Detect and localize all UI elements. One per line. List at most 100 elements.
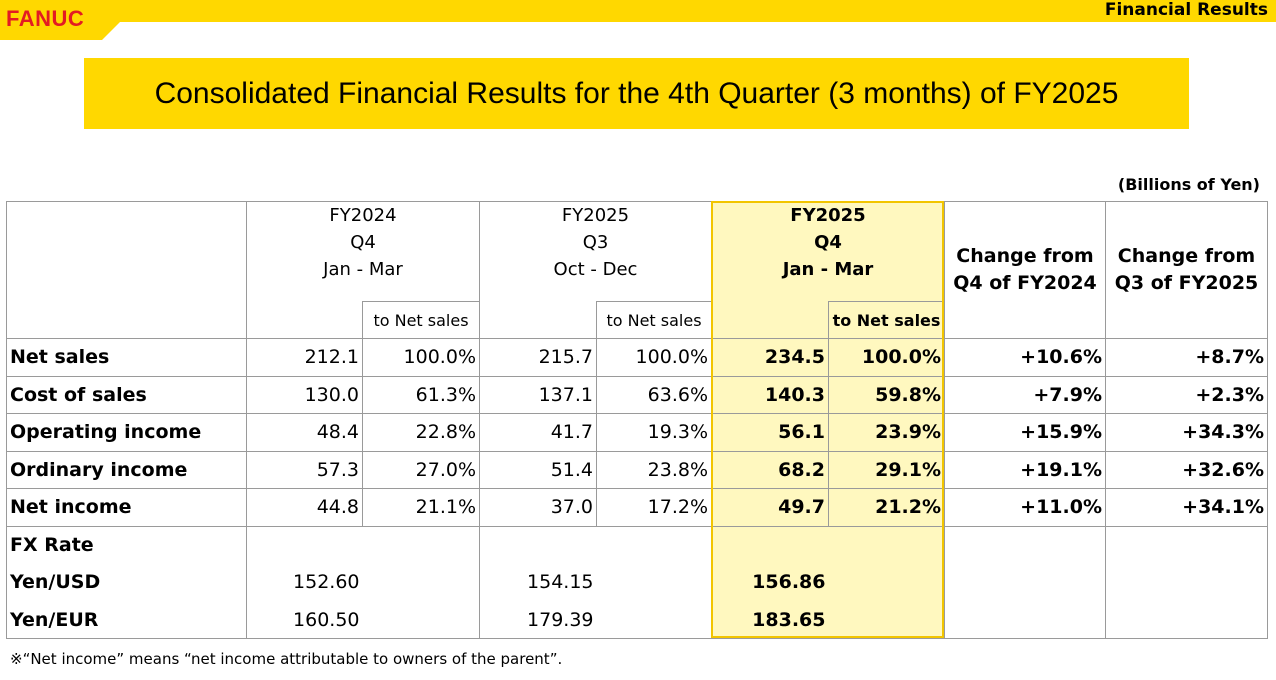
col-header-fy2024-q4: FY2024 Q4 Jan - Mar (246, 201, 480, 302)
col-header-fy2025-q4: FY2025 Q4 Jan - Mar (710, 201, 946, 302)
cell-percent-highlight: 21.2% (827, 488, 946, 527)
subheader-empty-cell (246, 301, 363, 339)
cell-percent: 22.8% (362, 413, 480, 452)
table-row-ordinary-income: Ordinary income 57.3 27.0% 51.4 23.8% 68… (6, 450, 1269, 489)
row-label: Cost of sales (6, 375, 247, 414)
cell-change-qoq: +2.3% (1105, 375, 1269, 414)
cell-value: 51.4 (479, 450, 597, 489)
fx-eur-fy2025-q3: 179.39 (479, 601, 597, 639)
fx-empty-cell (828, 525, 946, 564)
cell-percent: 100.0% (596, 338, 712, 377)
fx-empty-cell (1105, 601, 1269, 639)
unit-label: (Billions of Yen) (1117, 175, 1260, 194)
fx-empty-cell (362, 525, 480, 564)
cell-percent: 19.3% (596, 413, 712, 452)
cell-percent: 17.2% (596, 488, 712, 527)
footnote: ※“Net income” means “net income attribut… (10, 650, 563, 668)
cell-percent-highlight: 100.0% (827, 338, 946, 377)
col-header-fy2025-q3: FY2025 Q3 Oct - Dec (479, 201, 712, 302)
table-row-yen-eur: Yen/EUR 160.50 179.39 183.65 (6, 601, 1269, 639)
table-row-cost-of-sales: Cost of sales 130.0 61.3% 137.1 63.6% 14… (6, 375, 1269, 414)
cell-value: 44.8 (246, 488, 363, 527)
fx-rate-label: FX Rate (6, 525, 247, 564)
financial-results-table: FY2024 Q4 Jan - Mar FY2025 Q3 Oct - Dec … (6, 201, 1269, 639)
page-title: Consolidated Financial Results for the 4… (154, 76, 1119, 110)
col-header-change-yoy: Change from Q4 of FY2024 (944, 201, 1107, 339)
fx-empty-cell (596, 601, 712, 639)
cell-change-qoq: +32.6% (1105, 450, 1269, 489)
table-row-net-income: Net income 44.8 21.1% 37.0 17.2% 49.7 21… (6, 488, 1269, 527)
fx-usd-fy2024-q4: 152.60 (246, 563, 363, 601)
fx-empty-cell (711, 525, 829, 564)
fx-empty-cell (596, 525, 712, 564)
fx-empty-cell (944, 601, 1107, 639)
fx-usd-label: Yen/USD (6, 563, 247, 601)
cell-percent-highlight: 59.8% (827, 375, 946, 414)
table-row-operating-income: Operating income 48.4 22.8% 41.7 19.3% 5… (6, 413, 1269, 452)
cell-percent-highlight: 23.9% (827, 413, 946, 452)
subheader-to-net-sales-fy2024: to Net sales (362, 301, 480, 339)
cell-change-yoy: +10.6% (944, 338, 1107, 377)
subheader-to-net-sales-fy2025q3: to Net sales (596, 301, 712, 339)
fx-empty-cell (828, 563, 946, 601)
cell-change-qoq: +34.1% (1105, 488, 1269, 527)
cell-value: 41.7 (479, 413, 597, 452)
cell-change-yoy: +19.1% (944, 450, 1107, 489)
fx-empty-cell (362, 601, 480, 639)
cell-value: 48.4 (246, 413, 363, 452)
fx-usd-fy2025-q3: 154.15 (479, 563, 597, 601)
cell-change-yoy: +15.9% (944, 413, 1107, 452)
cell-value: 137.1 (479, 375, 597, 414)
cell-percent: 100.0% (362, 338, 480, 377)
cell-value-highlight: 68.2 (711, 450, 829, 489)
cell-change-qoq: +34.3% (1105, 413, 1269, 452)
cell-change-qoq: +8.7% (1105, 338, 1269, 377)
fanuc-logo: FANUC (6, 6, 85, 31)
row-label: Ordinary income (6, 450, 247, 489)
cell-value: 212.1 (246, 338, 363, 377)
cell-percent-highlight: 29.1% (827, 450, 946, 489)
cell-value-highlight: 234.5 (711, 338, 829, 377)
cell-percent: 23.8% (596, 450, 712, 489)
header-corner-cell (6, 201, 247, 339)
table-row-fx-rate: FX Rate (6, 525, 1269, 564)
fx-eur-fy2025-q4: 183.65 (711, 601, 829, 639)
cell-value: 37.0 (479, 488, 597, 527)
fx-empty-cell (944, 525, 1107, 564)
subheader-empty-cell (711, 301, 829, 339)
cell-change-yoy: +7.9% (944, 375, 1107, 414)
fx-empty-cell (362, 563, 480, 601)
cell-value: 215.7 (479, 338, 597, 377)
top-band-shape (0, 0, 1276, 40)
fx-empty-cell (944, 563, 1107, 601)
cell-change-yoy: +11.0% (944, 488, 1107, 527)
fx-empty-cell (828, 601, 946, 639)
table-row-net-sales: Net sales 212.1 100.0% 215.7 100.0% 234.… (6, 338, 1269, 377)
fx-empty-cell (479, 525, 597, 564)
cell-value-highlight: 56.1 (711, 413, 829, 452)
subheader-to-net-sales-fy2025q4: to Net sales (827, 301, 946, 339)
fx-empty-cell (596, 563, 712, 601)
title-banner: Consolidated Financial Results for the 4… (84, 58, 1189, 129)
col-header-change-qoq: Change from Q3 of FY2025 (1105, 201, 1269, 339)
fx-eur-fy2024-q4: 160.50 (246, 601, 363, 639)
row-label: Net sales (6, 338, 247, 377)
section-label: Financial Results (1104, 0, 1268, 20)
fx-empty-cell (246, 525, 363, 564)
subheader-empty-cell (479, 301, 597, 339)
cell-percent: 63.6% (596, 375, 712, 414)
fx-usd-fy2025-q4: 156.86 (711, 563, 829, 601)
fx-empty-cell (1105, 525, 1269, 564)
fx-eur-label: Yen/EUR (6, 601, 247, 639)
row-label: Operating income (6, 413, 247, 452)
cell-percent: 27.0% (362, 450, 480, 489)
cell-value: 57.3 (246, 450, 363, 489)
cell-percent: 61.3% (362, 375, 480, 414)
top-band: FANUC Financial Results (0, 0, 1276, 40)
cell-value-highlight: 140.3 (711, 375, 829, 414)
cell-value: 130.0 (246, 375, 363, 414)
fx-empty-cell (1105, 563, 1269, 601)
subheader-row: to Net sales to Net sales to Net sales (7, 301, 1268, 339)
row-label: Net income (6, 488, 247, 527)
header-row: FY2024 Q4 Jan - Mar FY2025 Q3 Oct - Dec … (6, 201, 1269, 339)
